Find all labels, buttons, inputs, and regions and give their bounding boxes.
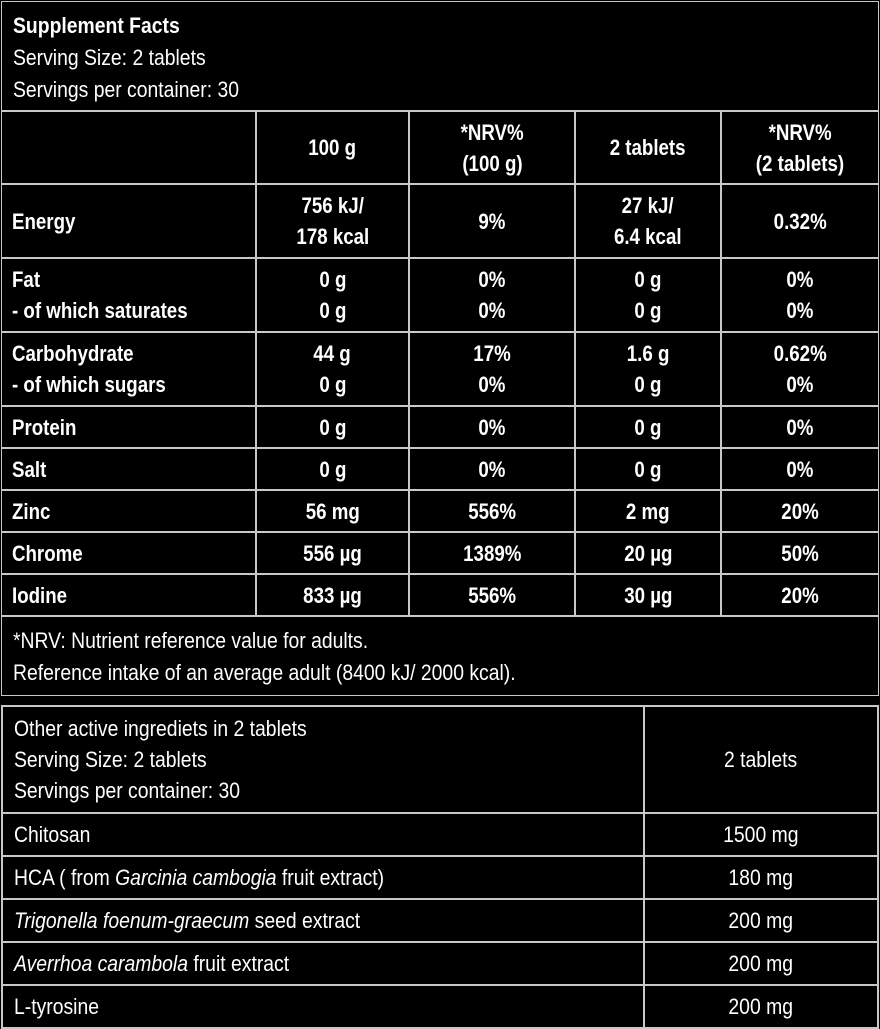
header-per-serving: 2 tablets bbox=[574, 112, 722, 185]
ingredient-name: L-tyrosine bbox=[14, 994, 100, 1019]
column-label: 2 tablets bbox=[724, 747, 798, 772]
cell-value: 1.6 g bbox=[626, 341, 670, 366]
cell-value: 0% bbox=[786, 267, 814, 292]
energy-nrvserv: 0.32% bbox=[773, 208, 827, 234]
cell-value: 1389% bbox=[462, 540, 522, 566]
table-row-carbohydrate: Carbohydrate - of which sugars 44 g 0 g 17… bbox=[2, 331, 878, 407]
cell-value: 20 µg bbox=[623, 540, 673, 566]
cell-value: 0% bbox=[786, 298, 814, 323]
cell-value: 20% bbox=[781, 498, 819, 524]
cell-value: 0% bbox=[478, 414, 506, 440]
ingredients-serving-size: Serving Size: 2 tablets bbox=[14, 747, 207, 772]
cell-value: 0% bbox=[478, 267, 506, 292]
row-label: Carbohydrate bbox=[12, 341, 134, 366]
row-label: Fat bbox=[12, 267, 41, 292]
cell-value: 556% bbox=[468, 582, 516, 608]
cell-value: 50% bbox=[781, 540, 819, 566]
table-row-salt: Salt 0 g 0% 0 g 0% bbox=[2, 447, 878, 491]
cell-value: 0 g bbox=[634, 372, 662, 397]
cell-value: 556 µg bbox=[303, 540, 362, 566]
cell-value: 556% bbox=[468, 498, 516, 524]
table-row-protein: Protein 0 g 0% 0 g 0% bbox=[2, 405, 878, 449]
supplement-facts-table: Supplement Facts Serving Size: 2 tablets… bbox=[1, 1, 879, 696]
cell-value: 44 g bbox=[313, 341, 352, 366]
ingredient-name: Trigonella foenum-graecum seed extract bbox=[14, 908, 361, 933]
cell-value: 0 g bbox=[318, 298, 347, 323]
ingredient-amount: 200 mg bbox=[728, 994, 794, 1019]
ingredients-title: Other active ingrediets in 2 tablets bbox=[14, 716, 307, 741]
ingredient-amount: 200 mg bbox=[728, 908, 794, 933]
cell-value: 833 µg bbox=[303, 582, 362, 608]
cell-value: 0.62% bbox=[773, 341, 827, 366]
header-per-100g: 100 g bbox=[255, 112, 410, 185]
facts-title: Supplement Facts bbox=[13, 13, 180, 38]
ingredient-row-trigonella: Trigonella foenum-graecum seed extract 2… bbox=[3, 898, 877, 943]
ingredients-column-header: 2 tablets bbox=[643, 707, 877, 814]
header-nrv-100g: *NRV% (100 g) bbox=[408, 112, 576, 185]
nrv-footnote: *NRV: Nutrient reference value for adult… bbox=[2, 617, 878, 695]
ingredient-amount: 1500 mg bbox=[723, 822, 799, 847]
row-label: Iodine bbox=[12, 582, 68, 608]
cell-value: 20% bbox=[781, 582, 819, 608]
ingredients-grid: Other active ingrediets in 2 tablets Ser… bbox=[3, 707, 877, 1027]
ingredient-amount: 200 mg bbox=[728, 951, 794, 976]
cell-value: 0% bbox=[478, 298, 506, 323]
ingredient-name: Chitosan bbox=[14, 822, 91, 847]
table-row-fat: Fat - of which saturates 0 g 0 g 0% 0% 0 g 0… bbox=[2, 257, 878, 333]
cell-value: 0 g bbox=[318, 267, 347, 292]
cell-value: 0 g bbox=[318, 372, 347, 397]
footnote-nrv-definition: *NRV: Nutrient reference value for adult… bbox=[13, 628, 369, 653]
cell-value: 0 g bbox=[634, 456, 662, 482]
ingredient-row-chitosan: Chitosan 1500 mg bbox=[3, 812, 877, 857]
ingredients-header-row: Other active ingrediets in 2 tablets Ser… bbox=[3, 707, 877, 814]
cell-value: 2 mg bbox=[626, 498, 670, 524]
ingredient-name: Averrhoa carambola fruit extract bbox=[14, 951, 290, 976]
cell-value: 30 µg bbox=[623, 582, 673, 608]
cell-value: 0% bbox=[786, 372, 814, 397]
ingredient-row-averrhoa: Averrhoa carambola fruit extract 200 mg bbox=[3, 941, 877, 986]
energy-serv-kj: 27 kJ/ bbox=[621, 193, 674, 218]
row-sub-label: - of which saturates bbox=[12, 298, 188, 323]
cell-value: 0 g bbox=[634, 267, 662, 292]
cell-value: 0% bbox=[786, 456, 814, 482]
row-label: Energy bbox=[12, 208, 76, 234]
energy-per100-kcal: 178 kcal bbox=[296, 224, 369, 249]
table-row-chrome: Chrome 556 µg 1389% 20 µg 50% bbox=[2, 531, 878, 575]
energy-serv-kcal: 6.4 kcal bbox=[614, 224, 682, 249]
energy-nrv100: 9% bbox=[478, 208, 506, 234]
cell-value: 0% bbox=[478, 456, 506, 482]
other-ingredients-table: Other active ingrediets in 2 tablets Ser… bbox=[1, 705, 879, 1029]
ingredients-servings-per-container: Servings per container: 30 bbox=[14, 778, 241, 803]
cell-value: 0% bbox=[478, 372, 506, 397]
cell-value: 0 g bbox=[634, 298, 662, 323]
row-label: Chrome bbox=[12, 540, 83, 566]
row-label: Protein bbox=[12, 414, 77, 440]
row-label: Zinc bbox=[12, 498, 51, 524]
row-label: Salt bbox=[12, 456, 47, 482]
nutrition-table: 100 g *NRV% (100 g) 2 tablets *NRV% (2 tab… bbox=[2, 112, 878, 617]
cell-value: 0 g bbox=[318, 414, 347, 440]
energy-per100-kj: 756 kJ/ bbox=[301, 193, 364, 218]
facts-header: Supplement Facts Serving Size: 2 tablets… bbox=[2, 2, 878, 112]
cell-value: 17% bbox=[473, 341, 511, 366]
cell-value: 56 mg bbox=[305, 498, 360, 524]
column-header-row: 100 g *NRV% (100 g) 2 tablets *NRV% (2 tab… bbox=[2, 112, 878, 185]
ingredient-row-hca: HCA ( from Garcinia cambogia fruit extra… bbox=[3, 855, 877, 900]
header-nrv-serving: *NRV% (2 tablets) bbox=[720, 112, 878, 185]
ingredient-amount: 180 mg bbox=[728, 865, 794, 890]
ingredients-header-text: Other active ingrediets in 2 tablets Ser… bbox=[3, 707, 645, 814]
table-row-energy: Energy 756 kJ/178 kcal 9% 27 kJ/6.4 kcal… bbox=[2, 183, 878, 259]
ingredient-name: HCA ( from Garcinia cambogia fruit extra… bbox=[14, 865, 385, 890]
header-empty-cell bbox=[2, 112, 257, 185]
servings-per-container: Servings per container: 30 bbox=[13, 77, 240, 102]
cell-value: 0% bbox=[786, 414, 814, 440]
table-row-zinc: Zinc 56 mg 556% 2 mg 20% bbox=[2, 489, 878, 533]
ingredient-row-l-tyrosine: L-tyrosine 200 mg bbox=[3, 984, 877, 1027]
row-sub-label: - of which sugars bbox=[12, 372, 166, 397]
serving-size: Serving Size: 2 tablets bbox=[13, 45, 206, 70]
cell-value: 0 g bbox=[318, 456, 347, 482]
table-row-iodine: Iodine 833 µg 556% 30 µg 20% bbox=[2, 573, 878, 617]
cell-value: 0 g bbox=[634, 414, 662, 440]
footnote-reference-intake: Reference intake of an average adult (84… bbox=[13, 660, 516, 685]
